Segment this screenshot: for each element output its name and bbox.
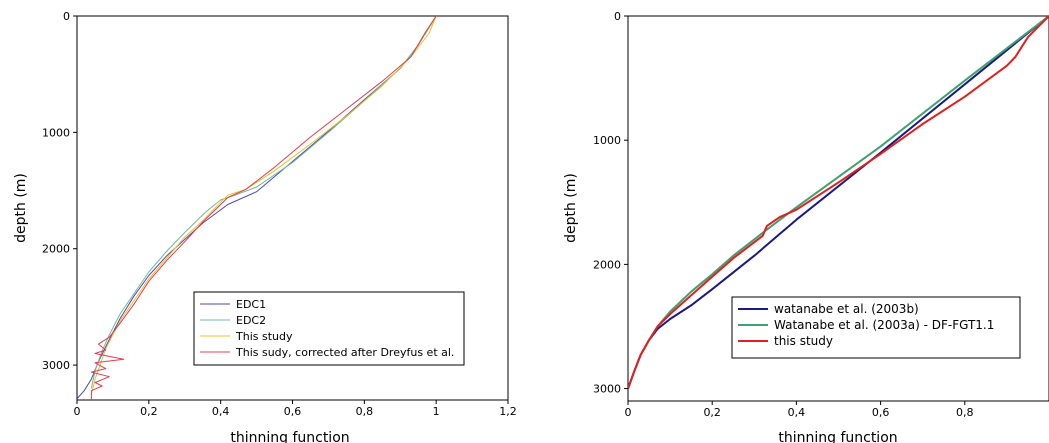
y-tick-label: 3000: [42, 359, 70, 372]
x-tick-label: 0,8: [956, 406, 974, 419]
left-chart: 0 0,2 0,4 0,6 0,8 1 1,2 0 1000 2000 3000 thinning f…: [13, 10, 517, 443]
legend-box: [193, 291, 465, 366]
x-tick-label: 0: [74, 405, 81, 418]
legend-0: EDC1 EDC2 This study This sudy, corrected a…: [193, 291, 465, 366]
x-axis-label: thinning function: [230, 430, 349, 443]
series-line-0-2: [90, 16, 437, 395]
x-tick-label: 0: [625, 406, 632, 419]
x-axis-label: thinning function: [778, 430, 897, 443]
x-tick-label: 0,6: [872, 406, 890, 419]
legend-1: watanabe et al. (2003b) Watanabe et al. (…: [731, 296, 1021, 359]
series-line-1-2: [628, 16, 1049, 389]
x-tick-label: 0,4: [212, 405, 230, 418]
right-chart: 0 0,2 0,4 0,6 0,8 0 1000 2000 3000 thinning funct…: [563, 10, 1049, 443]
y-tick-label: 1000: [42, 126, 70, 139]
y-tick-label: 0: [63, 10, 70, 23]
legend-entry: EDC2: [236, 314, 266, 327]
legend-entry: This sudy, corrected after Dreyfus et al…: [235, 346, 454, 359]
x-tick-label: 1,2: [499, 405, 517, 418]
x-tick-label: 0,8: [356, 405, 374, 418]
x-tick-label: 0,4: [788, 406, 806, 419]
y-tick-label: 2000: [42, 243, 70, 256]
x-tick-label: 0,6: [284, 405, 302, 418]
legend-box: [731, 296, 1021, 359]
x-tick-label: 0,2: [703, 406, 721, 419]
x-tick-label: 0,2: [140, 405, 158, 418]
legend-entry: EDC1: [236, 298, 266, 311]
legend-entry: Watanabe et al. (2003a) - DF-FGT1.1: [774, 318, 994, 332]
plot-frame-1: [627, 15, 1049, 402]
series-line-0-3: [90, 16, 437, 400]
y-tick-label: 2000: [593, 258, 621, 271]
legend-entry: This study: [235, 330, 293, 343]
y-axis-label: depth (m): [563, 173, 579, 243]
x-tick-label: 1: [433, 405, 440, 418]
legend-entry: this study: [774, 334, 833, 348]
y-tick-label: 1000: [593, 134, 621, 147]
legend-entry: watanabe et al. (2003b): [774, 302, 919, 316]
y-tick-label: 0: [614, 10, 621, 23]
y-axis-label: depth (m): [13, 173, 29, 243]
y-tick-label: 3000: [593, 383, 621, 396]
